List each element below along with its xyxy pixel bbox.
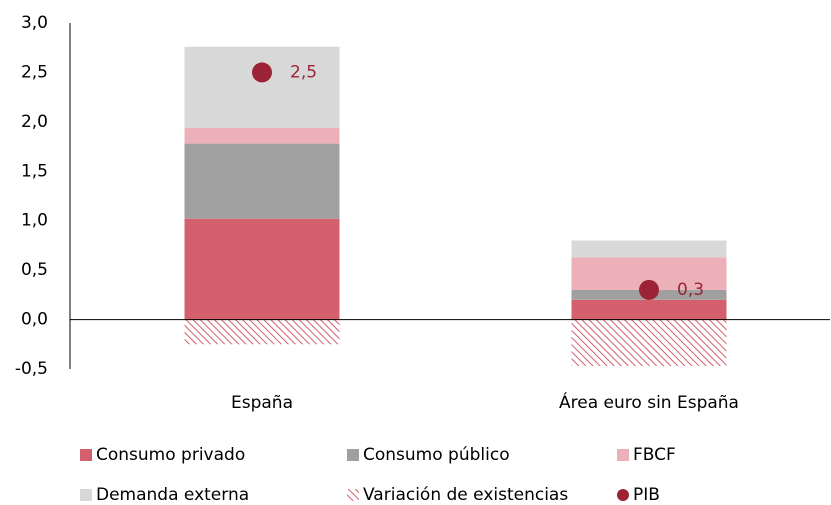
legend-label: Variación de existencias xyxy=(363,485,568,505)
legend-swatch xyxy=(80,449,92,461)
x-tick-label: Área euro sin España xyxy=(559,391,739,413)
bar-segment xyxy=(184,143,340,219)
legend-swatch xyxy=(347,449,359,461)
bar-segment xyxy=(571,319,727,367)
x-tick-label: España xyxy=(231,393,293,413)
y-tick-label: 2,0 xyxy=(21,112,48,132)
legend-swatch xyxy=(617,489,629,501)
y-tick-label: 0,5 xyxy=(21,260,48,280)
pib-point xyxy=(639,279,659,300)
bar-segment xyxy=(184,218,340,320)
pib-point xyxy=(252,62,272,83)
y-tick-label: 2,5 xyxy=(21,62,48,82)
legend-label: Consumo público xyxy=(363,445,510,465)
y-tick-label: 1,0 xyxy=(21,211,48,231)
pib-label: 2,5 xyxy=(290,62,317,82)
pib-label: 0,3 xyxy=(677,280,704,300)
bar-segment xyxy=(571,299,727,320)
legend-label: FBCF xyxy=(633,445,676,465)
legend-swatch xyxy=(80,489,92,501)
legend-swatch xyxy=(617,449,629,461)
y-tick-label: 3,0 xyxy=(21,13,48,33)
bar-segment xyxy=(184,319,340,345)
legend-label: Demanda externa xyxy=(96,485,249,505)
y-tick-label: 0,0 xyxy=(21,310,48,330)
legend-label: Consumo privado xyxy=(96,445,245,465)
bar-segment xyxy=(184,127,340,144)
legend-label: PIB xyxy=(633,485,660,505)
y-tick-label: 1,5 xyxy=(21,161,48,181)
legend-swatch xyxy=(347,489,359,501)
y-tick-label: -0,5 xyxy=(15,359,48,379)
bar-segment xyxy=(571,240,727,258)
bar-segment xyxy=(184,46,340,128)
